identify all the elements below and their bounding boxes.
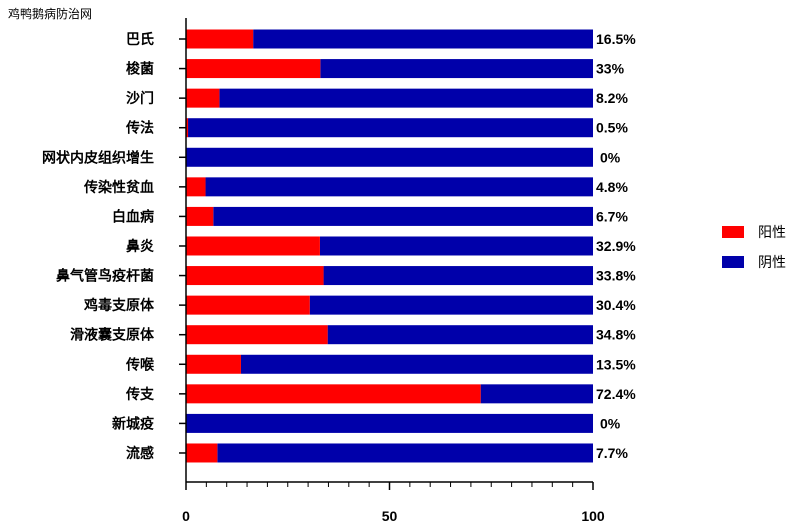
- category-label: 沙门: [126, 90, 154, 107]
- bar-negative: [188, 118, 593, 138]
- bar-positive: [186, 88, 220, 108]
- x-tick-label: 100: [581, 508, 605, 524]
- category-label: 传支: [125, 386, 155, 403]
- x-tick-label: 0: [182, 508, 190, 524]
- category-label: 鼻气管鸟疫杆菌: [56, 268, 154, 285]
- x-tick-label: 50: [382, 508, 398, 524]
- data-label: 0%: [600, 149, 621, 165]
- data-label: 32.9%: [596, 238, 636, 254]
- legend-swatch: [722, 226, 744, 238]
- bar-negative: [323, 266, 593, 286]
- bar-negative: [309, 295, 593, 315]
- bar-positive: [186, 177, 206, 197]
- data-label: 0%: [600, 415, 621, 431]
- category-label: 网状内皮组织增生: [42, 149, 154, 166]
- data-label: 7.7%: [596, 445, 628, 461]
- data-label: 4.8%: [596, 179, 628, 195]
- data-label: 33.8%: [596, 268, 636, 284]
- category-label: 鸡毒支原体: [83, 297, 155, 314]
- bar-negative: [213, 206, 594, 226]
- data-label: 0.5%: [596, 120, 628, 136]
- category-label: 传染性贫血: [83, 179, 154, 196]
- legend-swatch: [722, 256, 744, 268]
- data-label: 34.8%: [596, 327, 636, 343]
- bar-positive: [186, 266, 324, 286]
- data-label: 30.4%: [596, 297, 636, 313]
- category-label: 流感: [126, 445, 154, 462]
- bar-positive: [186, 384, 481, 404]
- bar-positive: [186, 206, 214, 226]
- bar-positive: [186, 236, 320, 256]
- legend-label: 阳性: [758, 225, 786, 241]
- bar-positive: [186, 354, 241, 374]
- bar-negative: [219, 88, 593, 108]
- bar-negative: [480, 384, 593, 404]
- data-label: 6.7%: [596, 208, 628, 224]
- data-label: 8.2%: [596, 90, 628, 106]
- bar-positive: [186, 443, 218, 463]
- bar-positive: [186, 29, 254, 49]
- bar-negative: [253, 29, 593, 49]
- category-label: 白血病: [112, 208, 154, 225]
- data-label: 13.5%: [596, 356, 636, 372]
- category-label: 鼻炎: [126, 238, 154, 255]
- data-label: 72.4%: [596, 386, 636, 402]
- bar-positive: [186, 295, 310, 315]
- data-label: 16.5%: [596, 31, 636, 47]
- bar-positive: [186, 325, 328, 345]
- category-label: 巴氏: [126, 32, 154, 48]
- category-label: 滑液囊支原体: [70, 327, 155, 344]
- legend-label: 阴性: [758, 255, 786, 271]
- watermark-text: 鸡鸭鹅病防治网: [8, 7, 93, 21]
- bar-negative: [327, 325, 593, 345]
- bar-negative: [205, 177, 593, 197]
- bar-negative: [240, 354, 593, 374]
- bar-negative: [186, 413, 593, 433]
- bar-positive: [186, 59, 321, 79]
- bar-positive: [186, 118, 189, 138]
- category-label: 新城疫: [112, 415, 154, 432]
- bar-negative: [217, 443, 594, 463]
- bar-negative: [186, 147, 593, 167]
- bar-negative: [320, 59, 593, 79]
- category-label: 梭菌: [126, 61, 154, 78]
- category-label: 传法: [125, 120, 154, 137]
- bar-negative: [319, 236, 593, 256]
- category-label: 传喉: [125, 356, 155, 373]
- data-label: 33%: [596, 61, 625, 77]
